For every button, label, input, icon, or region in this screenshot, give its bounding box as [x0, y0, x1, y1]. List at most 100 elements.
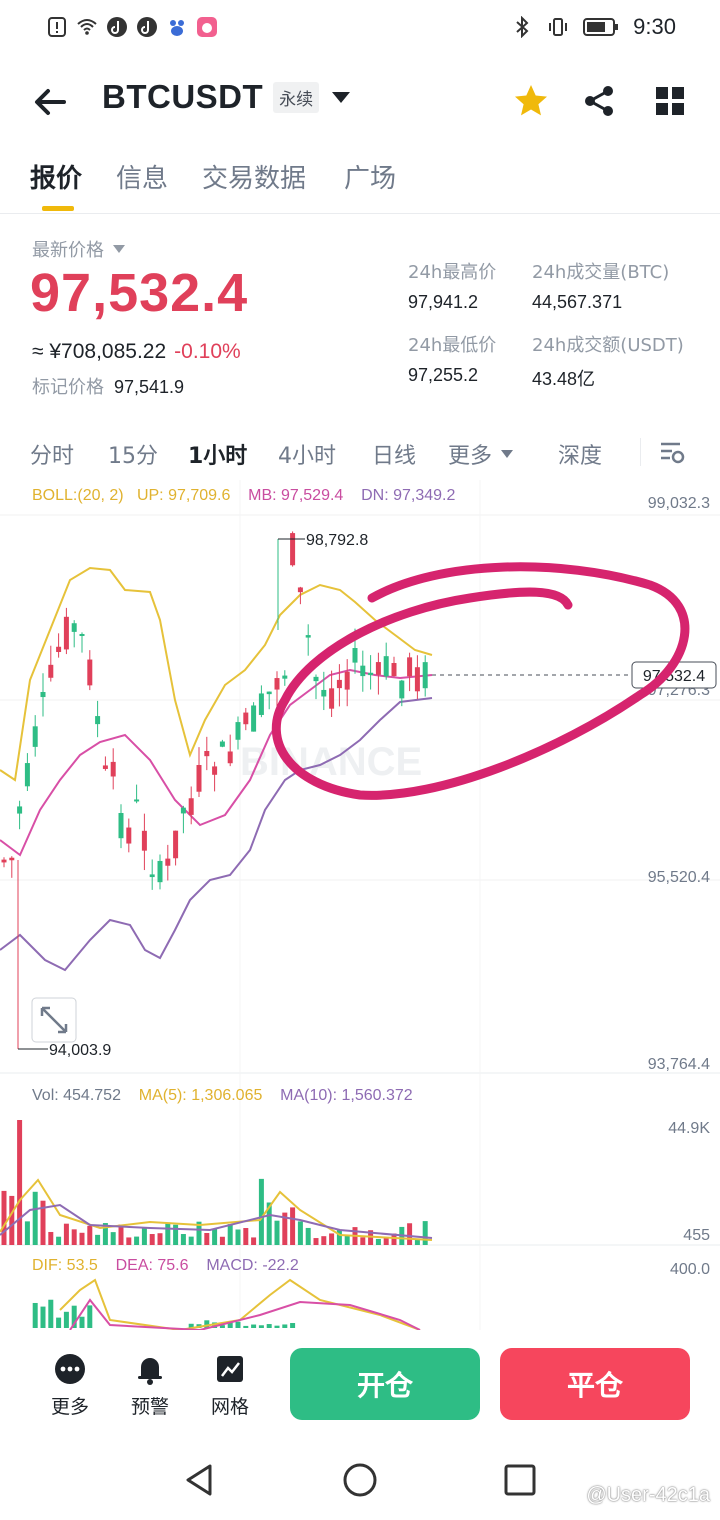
- chart-grid: [0, 480, 720, 1330]
- nav-recents-icon[interactable]: [500, 1460, 540, 1500]
- system-nav-bar: @User-42c1a: [0, 1440, 720, 1520]
- candle-body: [375, 662, 381, 675]
- volume-bar: [71, 1229, 77, 1245]
- volume-bar: [243, 1228, 249, 1245]
- tiktok-icon: [137, 17, 157, 37]
- caret-down-icon: [501, 450, 514, 458]
- candle-body: [118, 812, 124, 839]
- volume-bar: [391, 1233, 397, 1245]
- volume-bar: [9, 1195, 15, 1245]
- interval-4h[interactable]: 4小时: [278, 444, 336, 469]
- stat-24h-high: 24h最高价 97,941.2: [408, 262, 497, 312]
- alert-button[interactable]: 预警: [120, 1352, 180, 1419]
- symbol-selector[interactable]: BTCUSDT 永续: [102, 78, 353, 116]
- status-bar: 9:30: [0, 0, 720, 58]
- interval-1h[interactable]: 1小时: [188, 444, 248, 469]
- macd-bar: [87, 1305, 93, 1328]
- grid-menu-icon[interactable]: [651, 82, 689, 120]
- volume-bar: [235, 1229, 241, 1245]
- interval-bar: 分时 15分 1小时 4小时 日线 更多 深度: [0, 430, 720, 476]
- candle-body: [32, 726, 38, 747]
- alert-icon: [48, 17, 66, 37]
- candle-body: [149, 874, 155, 878]
- star-icon[interactable]: [512, 82, 550, 120]
- perpetual-badge: 永续: [273, 81, 320, 113]
- baidu-icon: [170, 20, 184, 36]
- volume-bar: [118, 1224, 124, 1245]
- macd-bar: [227, 1321, 233, 1328]
- macd-indicator: [32, 1278, 421, 1332]
- back-arrow-icon[interactable]: [30, 82, 70, 122]
- volume-bar: [204, 1232, 210, 1245]
- boll-legend: BOLL:(20, 2) UP: 97,709.6 MB: 97,529.4 D…: [32, 487, 456, 504]
- grid-trading-button[interactable]: 网格: [200, 1352, 260, 1419]
- interval-more[interactable]: 更多: [448, 438, 514, 470]
- macd-bar: [258, 1325, 264, 1328]
- interval-timeshare[interactable]: 分时: [30, 444, 75, 469]
- volume-bar: [329, 1233, 335, 1245]
- tab-info[interactable]: 信息: [116, 164, 169, 194]
- macd-bar: [32, 1302, 38, 1328]
- volume-bar: [95, 1234, 101, 1245]
- macd-bar: [71, 1305, 77, 1328]
- candle-body: [274, 678, 280, 690]
- candle-body: [227, 751, 233, 764]
- chart-watermark: BINANCE: [240, 740, 422, 784]
- volume-bar: [282, 1212, 288, 1245]
- candle-body: [48, 664, 54, 678]
- interval-1d[interactable]: 日线: [372, 444, 417, 469]
- price-axis-label: 95,520.4: [648, 869, 710, 886]
- depth-tab[interactable]: 深度: [558, 444, 603, 469]
- divider: [640, 438, 641, 466]
- caret-down-icon: [113, 245, 125, 253]
- tab-trading-data[interactable]: 交易数据: [202, 164, 307, 194]
- macd-bar: [219, 1325, 225, 1328]
- nav-home-icon[interactable]: [340, 1460, 380, 1500]
- tab-quote[interactable]: 报价: [30, 164, 83, 194]
- more-button[interactable]: 更多: [40, 1352, 100, 1419]
- latest-price-selector[interactable]: 最新价格: [32, 236, 126, 262]
- candle-body: [336, 679, 342, 689]
- volume-bar: [141, 1228, 147, 1245]
- min-price-annotation: 94,003.9: [49, 1042, 111, 1059]
- volume-bar: [414, 1238, 420, 1245]
- hand-drawn-circle: [271, 562, 690, 800]
- macd-bar: [282, 1324, 288, 1328]
- volume-bar: [63, 1223, 69, 1245]
- candle-body: [399, 680, 405, 699]
- macd-bar: [79, 1316, 85, 1328]
- candle-body: [305, 635, 311, 638]
- close-position-button[interactable]: 平仓: [500, 1348, 690, 1420]
- volume-bar: [165, 1222, 171, 1245]
- volume-ma5-line: [0, 1178, 433, 1241]
- volume-bar: [313, 1238, 319, 1245]
- volume-bar: [48, 1231, 54, 1245]
- chart-settings-icon[interactable]: [658, 438, 686, 466]
- latest-price-label: 最新价格: [32, 240, 104, 261]
- mark-price-line: 标记价格 97,541.9: [32, 373, 184, 399]
- candle-body: [212, 766, 218, 775]
- candle-body: [180, 807, 186, 814]
- interval-15m[interactable]: 15分: [108, 444, 158, 469]
- volume-bar: [266, 1202, 272, 1245]
- volume-bar: [344, 1235, 350, 1245]
- fullscreen-icon[interactable]: [31, 997, 77, 1043]
- volume-bar: [212, 1228, 218, 1245]
- tab-square[interactable]: 广场: [344, 164, 397, 194]
- nav-back-icon[interactable]: [180, 1460, 220, 1500]
- macd-bar: [243, 1325, 249, 1328]
- volume-bar: [134, 1236, 140, 1245]
- action-bar: 更多 预警 网格 开仓 平仓: [0, 1330, 720, 1440]
- candle-body: [329, 688, 335, 709]
- candle-body: [243, 712, 249, 725]
- volume-bar: [24, 1221, 30, 1245]
- latest-price: 97,532.4: [30, 263, 249, 323]
- volume-bar: [251, 1237, 257, 1245]
- open-position-button[interactable]: 开仓: [290, 1348, 480, 1420]
- boll-middle-line: [0, 668, 433, 857]
- share-icon[interactable]: [580, 82, 618, 120]
- candle-body: [290, 533, 296, 566]
- kline-chart[interactable]: BINANCE 99,032.3 97,276.3 95,520.4 93,76…: [0, 480, 720, 1332]
- volume-bar: [87, 1225, 93, 1245]
- status-time: 9:30: [633, 14, 676, 39]
